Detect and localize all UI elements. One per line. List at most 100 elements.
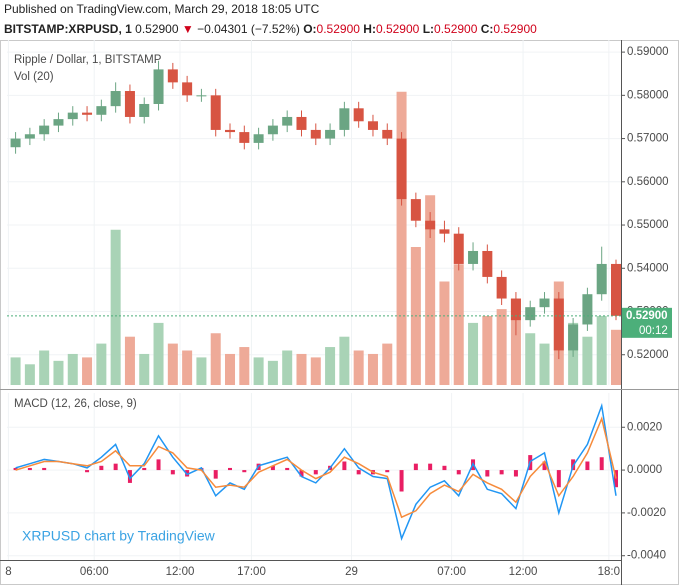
- volume-bar: [267, 360, 278, 385]
- c-label: C:: [481, 22, 494, 36]
- volume-bar: [253, 357, 264, 385]
- candle-body: [582, 294, 593, 325]
- candle-body: [139, 103, 150, 117]
- volume-bar: [24, 364, 35, 385]
- x-tick-label: 8: [5, 566, 11, 578]
- published: Published on TradingView.com, March 29, …: [4, 2, 320, 16]
- volume-bar: [468, 322, 479, 385]
- candle-body: [453, 233, 464, 264]
- volume-bar: [582, 336, 593, 385]
- change: −0.04301 (−7.52%): [197, 22, 300, 36]
- volume-bar: [396, 91, 407, 385]
- x-tick-label: 12:00: [166, 566, 195, 578]
- volume-bar: [67, 353, 78, 385]
- volume-bar: [139, 353, 150, 385]
- volume-bar: [439, 281, 450, 385]
- volume-bar: [453, 264, 464, 385]
- last-price-label: 0.52900: [626, 310, 668, 322]
- volume-bar: [96, 343, 107, 385]
- y-tick-label: 0.52000: [627, 349, 669, 361]
- volume-bar: [510, 298, 521, 385]
- candle-body: [439, 229, 450, 234]
- candle-body: [82, 112, 93, 115]
- candle-body: [553, 298, 564, 351]
- candle-body: [167, 69, 178, 83]
- volume-bar: [353, 350, 364, 385]
- x-tick-label: 07:00: [437, 566, 466, 578]
- marks: [7, 60, 621, 542]
- volume-bar: [39, 350, 50, 385]
- candle-body: [353, 108, 364, 122]
- c-value: 0.52900: [493, 22, 537, 36]
- volume-bar: [53, 360, 64, 385]
- volume-bar: [196, 357, 207, 385]
- volume-bar: [239, 347, 250, 385]
- y-tick-label: -0.0020: [627, 507, 666, 519]
- x-tick-label: 12:00: [509, 566, 538, 578]
- candle-body: [367, 121, 378, 130]
- candle-body: [325, 129, 336, 139]
- volume-bar: [382, 343, 393, 385]
- candle-body: [24, 134, 35, 139]
- candle-body: [339, 108, 350, 130]
- x-tick-label: 06:00: [80, 566, 109, 578]
- x-tick-label: 18:0: [598, 566, 620, 578]
- countdown: 00:12: [639, 325, 668, 337]
- x-tick-label: 17:00: [237, 566, 266, 578]
- volume-bar: [525, 333, 536, 385]
- last: 0.52900: [135, 22, 179, 36]
- y-tick-label: 0.58000: [627, 89, 669, 101]
- candle-body: [282, 116, 293, 126]
- candle-body: [396, 138, 407, 200]
- candle-body: [468, 250, 479, 264]
- y-tick-label: 0.54000: [627, 262, 669, 274]
- candle-body: [124, 91, 135, 117]
- arrow: ▼: [182, 22, 194, 36]
- pane-title: Ripple / Dollar, 1, BITSTAMP: [14, 54, 162, 66]
- candle-body: [182, 82, 193, 96]
- h-label: H:: [363, 22, 376, 36]
- volume-bar: [482, 316, 493, 385]
- volume-bar: [296, 353, 307, 385]
- candle-body: [296, 116, 307, 130]
- volume-bar: [539, 343, 550, 385]
- candle-body: [525, 307, 536, 321]
- indicator-line: [15, 416, 617, 519]
- volume-bar: [339, 336, 350, 385]
- candle-body: [310, 129, 321, 139]
- h-value: 0.52900: [376, 22, 420, 36]
- grid: [7, 40, 621, 560]
- y-tick-label: 0.57000: [627, 133, 669, 145]
- volume-bar: [325, 347, 336, 385]
- volume-bar: [496, 309, 507, 385]
- y-tick-label: -0.0040: [627, 550, 666, 562]
- candle-body: [196, 95, 207, 97]
- volume-bar: [225, 353, 236, 385]
- candle-body: [10, 138, 21, 148]
- candle-body: [510, 298, 521, 321]
- y-tick-label: 0.56000: [627, 176, 669, 188]
- candle-body: [210, 95, 221, 130]
- volume-bar: [153, 322, 164, 385]
- candle-body: [53, 119, 64, 126]
- volume-bar: [282, 350, 293, 385]
- volume-bar: [182, 350, 193, 385]
- volume-bar: [210, 333, 221, 385]
- candle-body: [610, 263, 621, 316]
- y-tick-label: 0.0020: [627, 421, 662, 433]
- x-tick-label: 29: [345, 566, 358, 578]
- candle-body: [410, 199, 421, 221]
- candle-body: [39, 125, 50, 135]
- candle-body: [110, 91, 121, 107]
- y-tick-label: 0.59000: [627, 46, 669, 58]
- volume-bar: [110, 229, 121, 385]
- volume-bar: [425, 195, 436, 385]
- l-label: L:: [423, 22, 434, 36]
- y-tick-label: 0.0000: [627, 464, 662, 476]
- watermark: XRPUSD chart by TradingView: [22, 528, 216, 544]
- candle-body: [267, 125, 278, 135]
- volume-bar: [167, 343, 178, 385]
- symbol: BITSTAMP:XRPUSD, 1: [4, 22, 132, 36]
